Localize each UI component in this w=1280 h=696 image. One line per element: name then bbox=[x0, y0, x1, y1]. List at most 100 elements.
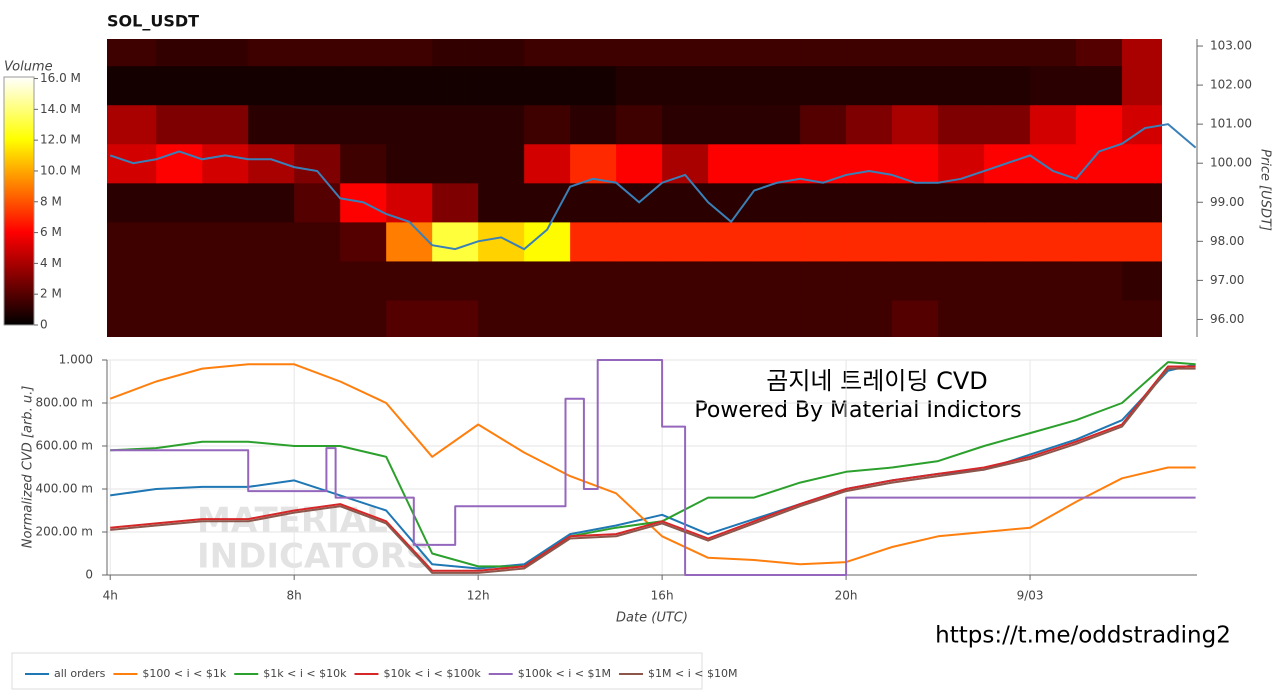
heatmap-cell bbox=[340, 143, 387, 184]
heatmap-cell bbox=[432, 299, 479, 337]
heatmap-cell bbox=[754, 221, 801, 262]
heatmap-cell bbox=[616, 39, 663, 67]
heatmap-cell bbox=[662, 39, 709, 67]
heatmap-cell bbox=[616, 104, 663, 145]
legend-label: $1M < i < $10M bbox=[648, 667, 737, 680]
annotation: 곰지네 트레이딩 CVD bbox=[766, 367, 987, 395]
heatmap-cell bbox=[662, 65, 709, 106]
heatmap-cell bbox=[107, 65, 157, 106]
heatmap-cell bbox=[1030, 182, 1077, 223]
heatmap-cell bbox=[1122, 260, 1162, 301]
y-axis-label: Normalized CVD [arb. u.] bbox=[21, 386, 36, 549]
colorbar-tick-label: 6 M bbox=[40, 225, 62, 239]
heatmap-cell bbox=[892, 260, 939, 301]
heatmap-cell bbox=[662, 299, 709, 337]
heatmap-cell bbox=[478, 260, 525, 301]
heatmap-cell bbox=[386, 143, 433, 184]
heatmap-cell bbox=[294, 39, 341, 67]
y2-tick-label: 96.00 bbox=[1210, 312, 1244, 326]
heatmap-cell bbox=[340, 299, 387, 337]
heatmap-cell bbox=[616, 260, 663, 301]
heatmap-cell bbox=[1122, 39, 1162, 67]
heatmap-cell bbox=[938, 39, 985, 67]
heatmap-cell bbox=[478, 299, 525, 337]
heatmap-cell bbox=[156, 182, 203, 223]
heatmap-cell bbox=[984, 104, 1031, 145]
heatmap-cell bbox=[662, 143, 709, 184]
heatmap-cell bbox=[846, 143, 893, 184]
heatmap-cell bbox=[754, 182, 801, 223]
heatmap-cell bbox=[1030, 65, 1077, 106]
x-tick-label: 12h bbox=[467, 589, 490, 603]
heatmap-cell bbox=[1030, 39, 1077, 67]
heatmap-cell bbox=[938, 221, 985, 262]
heatmap-cell bbox=[846, 39, 893, 67]
heatmap-cell bbox=[386, 221, 433, 262]
heatmap-cell bbox=[156, 65, 203, 106]
heatmap-cell bbox=[107, 182, 157, 223]
y-tick-label: 800.00 m bbox=[36, 396, 94, 410]
y-tick-label: 600.00 m bbox=[36, 439, 94, 453]
heatmap-cell bbox=[294, 65, 341, 106]
heatmap-cell bbox=[202, 39, 249, 67]
heatmap-cell bbox=[432, 182, 479, 223]
series-line bbox=[109, 363, 1196, 566]
heatmap-cell bbox=[294, 182, 341, 223]
series-line bbox=[110, 363, 1196, 570]
heatmap-cell bbox=[570, 39, 617, 67]
series-line bbox=[110, 367, 1196, 574]
heatmap-cell bbox=[800, 39, 847, 67]
annotation: Powered By Material Indictors bbox=[694, 398, 1021, 423]
legend-label: $100 < i < $1k bbox=[142, 667, 226, 680]
heatmap-cell bbox=[938, 182, 985, 223]
heatmap-cell bbox=[1122, 104, 1162, 145]
legend-label: $1k < i < $10k bbox=[263, 667, 347, 680]
heatmap-cell bbox=[478, 143, 525, 184]
heatmap bbox=[107, 39, 1162, 337]
heatmap-cell bbox=[570, 65, 617, 106]
heatmap-cell bbox=[1076, 104, 1123, 145]
heatmap-cell bbox=[708, 65, 755, 106]
heatmap-cell bbox=[294, 299, 341, 337]
heatmap-cell bbox=[340, 104, 387, 145]
chart-title: SOL_USDT bbox=[107, 12, 199, 31]
heatmap-cell bbox=[432, 221, 479, 262]
y2-tick-label: 97.00 bbox=[1210, 273, 1244, 287]
heatmap-cell bbox=[107, 299, 157, 337]
heatmap-cell bbox=[570, 260, 617, 301]
heatmap-cell bbox=[892, 299, 939, 337]
heatmap-cell bbox=[107, 104, 157, 145]
heatmap-cell bbox=[662, 260, 709, 301]
heatmap-cell bbox=[984, 221, 1031, 262]
heatmap-cell bbox=[156, 299, 203, 337]
colorbar bbox=[3, 76, 35, 326]
heatmap-cell bbox=[800, 65, 847, 106]
heatmap-cell bbox=[202, 299, 249, 337]
heatmap-cell bbox=[938, 104, 985, 145]
heatmap-cell bbox=[524, 39, 571, 67]
heatmap-cell bbox=[432, 260, 479, 301]
heatmap-cell bbox=[800, 260, 847, 301]
heatmap-cell bbox=[524, 260, 571, 301]
heatmap-cell bbox=[432, 104, 479, 145]
colorbar-tick-label: 12.0 M bbox=[40, 133, 81, 147]
heatmap-cell bbox=[478, 104, 525, 145]
x-tick-label: 9/03 bbox=[1017, 589, 1044, 603]
heatmap-cell bbox=[294, 260, 341, 301]
heatmap-cell bbox=[754, 104, 801, 145]
heatmap-cell bbox=[1122, 65, 1162, 106]
heatmap-cell bbox=[524, 182, 571, 223]
y-tick-label: 400.00 m bbox=[36, 482, 94, 496]
heatmap-cell bbox=[156, 143, 203, 184]
heatmap-cell bbox=[984, 182, 1031, 223]
heatmap-cell bbox=[570, 299, 617, 337]
heatmap-cell bbox=[340, 39, 387, 67]
y-tick-label: 1.000 bbox=[59, 353, 93, 367]
heatmap-cell bbox=[294, 104, 341, 145]
heatmap-cell bbox=[892, 221, 939, 262]
heatmap-cell bbox=[156, 104, 203, 145]
heatmap-cell bbox=[202, 221, 249, 262]
heatmap-cell bbox=[432, 143, 479, 184]
heatmap-cell bbox=[202, 182, 249, 223]
heatmap-cell bbox=[662, 104, 709, 145]
